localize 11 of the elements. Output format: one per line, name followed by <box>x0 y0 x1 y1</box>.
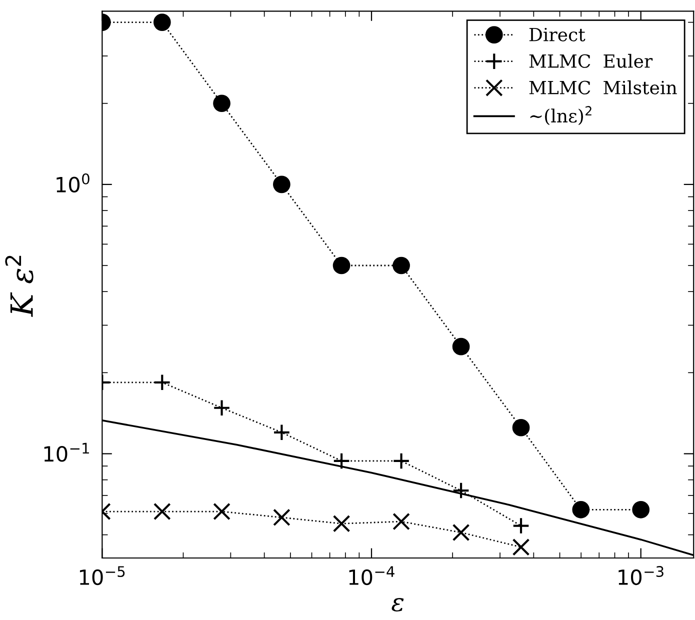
legend-label: MLMC Euler <box>529 54 653 68</box>
legend-label: ∼(lnε)$^{2}$ <box>530 106 592 126</box>
x-tick-label: 10$^{−3}$ <box>618 566 664 586</box>
x-axis-title: ε <box>392 598 404 612</box>
y-tick-label: 10$^{0}$ <box>56 173 90 192</box>
y-axis-title: K ε$^{2}$ <box>5 256 34 317</box>
legend-label: MLMC Milstein <box>529 80 677 94</box>
x-tick-label: 10$^{−5}$ <box>80 566 125 586</box>
x-tick-label: 10$^{−4}$ <box>349 566 394 586</box>
legend-label: Direct <box>529 28 586 42</box>
y-tick-label: 10$^{−1}$ <box>44 442 89 462</box>
